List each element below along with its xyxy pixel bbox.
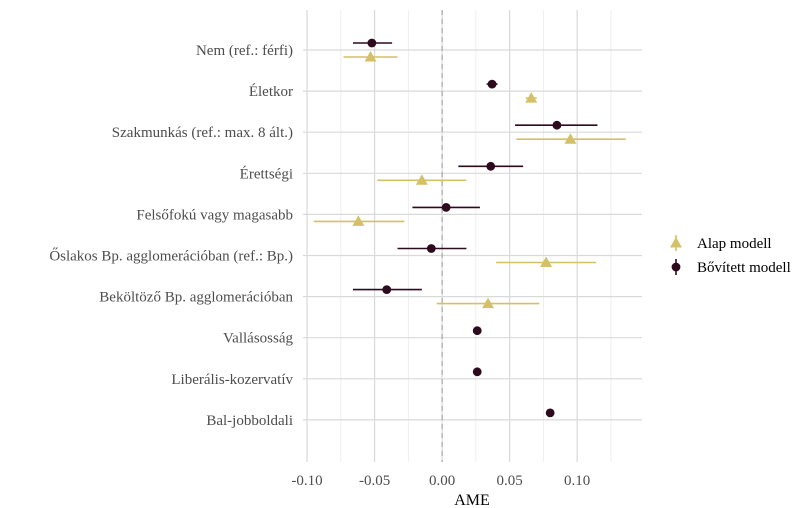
triangle-marker — [525, 92, 538, 103]
y-axis-labels: Nem (ref.: férfi) Életkor Szakmunkás (ref.… — [49, 43, 293, 429]
triangle-marker — [364, 51, 377, 62]
legend: Alap modell Bővített modell — [670, 235, 791, 276]
y-tick-label: Beköltöző Bp. agglomerációban — [99, 290, 293, 306]
x-tick-label: 0.05 — [497, 473, 523, 489]
series-bovitett-modell — [352, 38, 598, 418]
triangle-marker — [352, 215, 365, 226]
y-tick-label: Vallásosság — [223, 331, 293, 347]
series-alap-modell — [313, 51, 626, 309]
point-marker — [472, 326, 482, 336]
point-marker — [426, 244, 436, 253]
y-tick-label: Életkor — [249, 83, 293, 100]
y-tick-label: Felsőfokú vagy magasabb — [136, 207, 293, 223]
y-tick-label: Bal-jobboldali — [206, 413, 293, 429]
point-marker — [382, 285, 392, 294]
point-marker — [441, 203, 451, 212]
x-tick-label: 0.00 — [429, 473, 455, 489]
point-marker — [552, 120, 562, 130]
x-axis-ticks: -0.10 -0.05 0.00 0.05 0.10 — [291, 473, 590, 489]
point-marker — [472, 367, 482, 377]
x-axis-title: AME — [454, 492, 490, 508]
point-marker — [486, 161, 496, 171]
x-tick-label: -0.10 — [291, 473, 322, 489]
y-tick-label: Nem (ref.: férfi) — [196, 43, 293, 59]
point-marker — [367, 38, 377, 48]
legend-label: Alap modell — [697, 236, 772, 252]
y-tick-label: Liberális-kozervatív — [171, 372, 293, 388]
triangle-marker — [415, 174, 428, 185]
legend-label: Bővített modell — [697, 260, 791, 276]
x-tick-label: -0.05 — [359, 473, 390, 489]
y-tick-label: Szakmunkás (ref.: max. 8 ált.) — [112, 125, 293, 141]
legend-circle-marker — [671, 262, 681, 272]
point-marker — [487, 79, 497, 89]
triangle-marker — [564, 133, 577, 144]
triangle-marker — [482, 297, 495, 309]
x-tick-label: 0.10 — [564, 473, 590, 489]
grid — [303, 10, 642, 462]
y-tick-label: Őslakos Bp. agglomerációban (ref.: Bp.) — [49, 248, 293, 265]
legend-triangle-marker — [670, 237, 682, 248]
triangle-marker — [540, 256, 553, 267]
y-tick-label: Érettségi — [240, 165, 293, 182]
point-marker — [545, 408, 555, 418]
data-series — [313, 38, 626, 418]
